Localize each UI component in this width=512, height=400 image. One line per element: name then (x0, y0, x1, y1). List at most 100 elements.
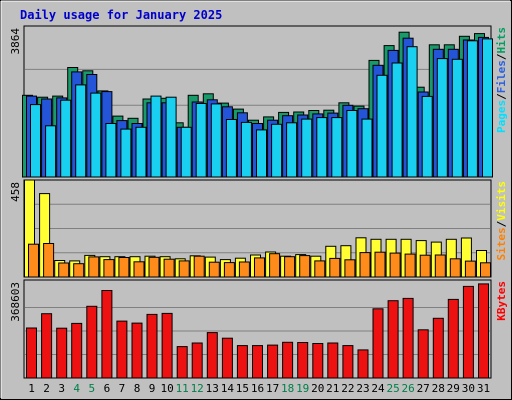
bar-pages-day-11 (180, 126, 192, 178)
bar-kbytes-day-25 (387, 300, 399, 379)
bar-sites-day-3 (58, 262, 70, 278)
x-tick-label-day-21: 21 (326, 382, 339, 395)
x-tick-label-day-3: 3 (58, 382, 65, 395)
legend-entry: Pages (495, 100, 508, 133)
bar-pages-day-4 (75, 84, 87, 178)
bar-pages-day-8 (135, 126, 147, 178)
bar-pages-day-16 (256, 129, 267, 178)
bar-kbytes-day-21 (327, 342, 339, 379)
y-max-label: 368603 (9, 282, 22, 322)
bar-kbytes-day-4 (71, 322, 83, 379)
bar-pages-day-2 (45, 125, 57, 178)
bar-sites-day-18 (284, 256, 296, 278)
bar-sites-day-15 (238, 261, 250, 278)
x-tick-label-day-16: 16 (251, 382, 264, 395)
bar-kbytes-day-1 (26, 327, 37, 379)
x-tick-label-day-26: 26 (401, 382, 414, 395)
bar-sites-day-22 (344, 259, 356, 278)
bar-kbytes-day-8 (131, 322, 143, 379)
legend-entry: Files (495, 60, 508, 93)
bar-pages-day-21 (331, 117, 343, 178)
legend-entry: Hits (495, 27, 508, 54)
bar-sites-day-19 (299, 255, 311, 278)
legend-entry: / (495, 93, 508, 100)
bar-kbytes-day-2 (41, 313, 53, 379)
bar-sites-day-17 (269, 253, 281, 278)
bar-kbytes-day-15 (236, 345, 248, 379)
bar-pages-day-7 (120, 128, 132, 178)
bar-sites-day-16 (254, 257, 265, 278)
bar-pages-day-27 (421, 95, 433, 178)
bar-kbytes-day-18 (282, 341, 294, 379)
bar-kbytes-day-31 (478, 283, 489, 379)
x-tick-label-day-19: 19 (296, 382, 309, 395)
bar-sites-day-1 (28, 243, 39, 278)
panel-kbytes: 368603 KBytes (9, 279, 508, 379)
x-tick-label-day-7: 7 (119, 382, 126, 395)
bar-pages-day-28 (436, 58, 448, 178)
bar-pages-day-30 (466, 40, 478, 178)
legend-entry: KBytes (495, 281, 508, 321)
bar-kbytes-day-24 (372, 308, 384, 379)
bar-sites-day-10 (163, 258, 175, 278)
bar-sites-day-5 (88, 256, 100, 278)
bar-kbytes-day-9 (146, 313, 158, 379)
x-tick-label-day-2: 2 (43, 382, 50, 395)
legend-entry: / (495, 53, 508, 60)
bar-pages-day-17 (271, 123, 283, 178)
bar-sites-day-21 (329, 257, 341, 278)
bar-sites-day-23 (359, 252, 371, 278)
x-tick-label-day-23: 23 (356, 382, 369, 395)
x-tick-label-day-4: 4 (73, 382, 80, 395)
bar-pages-day-3 (60, 99, 72, 178)
x-tick-label-day-9: 9 (149, 382, 156, 395)
bar-pages-day-18 (286, 122, 298, 178)
bar-kbytes-day-23 (357, 349, 369, 379)
bar-sites-day-20 (314, 260, 326, 278)
bar-kbytes-day-30 (462, 285, 474, 379)
bar-pages-day-31 (482, 38, 493, 178)
bar-sites-day-26 (404, 253, 416, 278)
x-tick-label-day-24: 24 (371, 382, 385, 395)
bar-kbytes-day-10 (161, 312, 173, 379)
x-tick-label-day-12: 12 (191, 382, 204, 395)
bar-sites-day-8 (133, 261, 145, 278)
x-tick-label-day-25: 25 (386, 382, 399, 395)
legend-entry: Sites (495, 227, 508, 260)
x-tick-label-day-10: 10 (160, 382, 173, 395)
bar-sites-day-9 (148, 256, 160, 278)
bar-pages-day-5 (90, 92, 102, 178)
bar-sites-day-14 (223, 262, 235, 278)
bar-sites-day-12 (193, 255, 205, 278)
panel-visits-sites: 458 Sites/Visits (9, 179, 508, 278)
bar-sites-day-7 (118, 257, 130, 278)
bar-sites-day-13 (208, 261, 220, 278)
bar-sites-day-30 (464, 260, 476, 278)
bar-pages-day-26 (406, 46, 418, 178)
bar-kbytes-day-22 (342, 345, 354, 379)
x-tick-label-day-5: 5 (88, 382, 95, 395)
y-max-label: 458 (9, 182, 22, 202)
x-tick-label-day-1: 1 (28, 382, 35, 395)
bar-kbytes-day-29 (447, 298, 459, 379)
bar-kbytes-day-11 (176, 346, 188, 379)
bar-pages-day-9 (150, 95, 162, 178)
bar-pages-day-25 (391, 62, 403, 178)
bar-sites-day-4 (73, 263, 85, 278)
bar-sites-day-6 (103, 259, 115, 278)
bar-pages-day-13 (210, 103, 222, 178)
bar-kbytes-day-17 (267, 344, 279, 379)
legend-entry: / (495, 220, 508, 227)
legend-entry: Visits (495, 181, 508, 221)
bar-kbytes-day-3 (56, 327, 68, 379)
x-tick-label-day-6: 6 (104, 382, 111, 395)
bar-kbytes-day-13 (206, 332, 218, 379)
x-tick-label-day-13: 13 (206, 382, 219, 395)
bar-sites-day-11 (178, 260, 190, 278)
x-tick-label-day-31: 31 (477, 382, 490, 395)
legend: Pages/Files/Hits (495, 27, 508, 133)
x-tick-label-day-28: 28 (432, 382, 445, 395)
bar-pages-day-15 (240, 121, 252, 178)
